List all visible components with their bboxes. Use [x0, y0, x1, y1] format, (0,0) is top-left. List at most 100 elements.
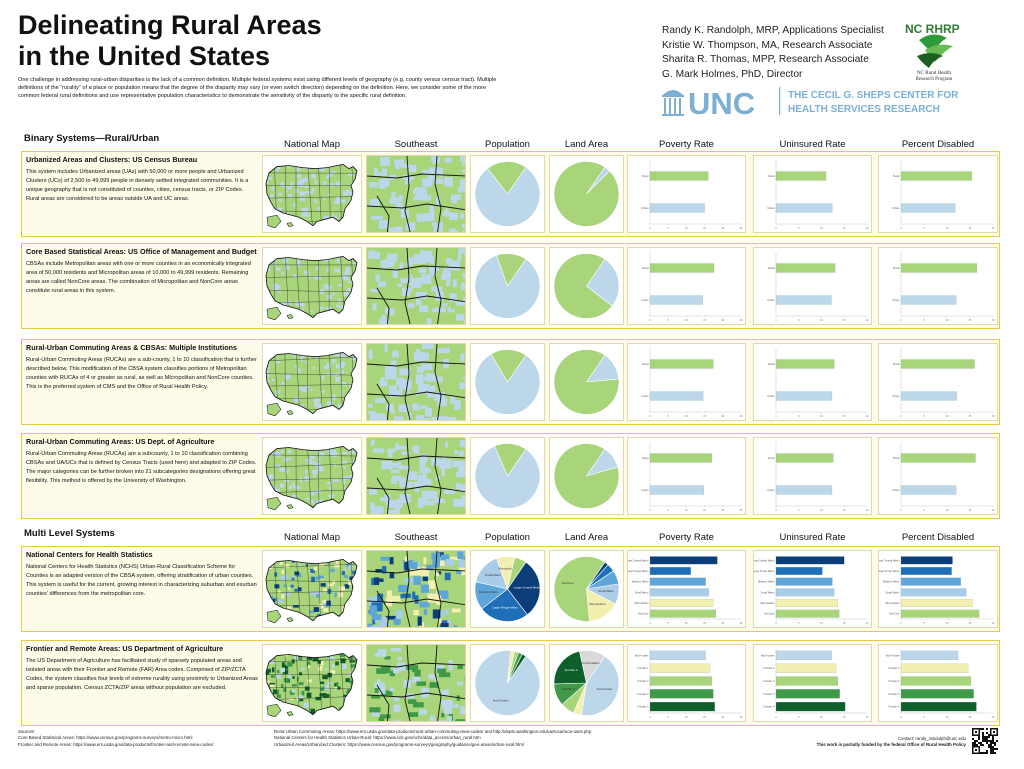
column-header-national-map: National Map: [284, 139, 340, 150]
nc-rhrp-sub1: NC Rural Health: [917, 71, 951, 76]
chart-r5-poverty-rate-bar-label-5: NonCore: [638, 612, 649, 616]
chart-r2-land-area-slice-1: [553, 253, 613, 319]
chart-r1-percent-disabled-tick-20: 20: [992, 227, 995, 230]
chart-r1-poverty-rate-bar-label-1: Urban: [641, 206, 649, 210]
chart-r2-uninsured-rate-bar-label-0: Rural: [768, 266, 775, 270]
row-description: Urbanized Areas and Clusters: US Census …: [26, 155, 258, 204]
chart-r6-poverty-rate-bar-1: [649, 663, 711, 673]
chart-r3-land-area: [550, 344, 623, 420]
source-nchs: National Centers for Health Statistics U…: [274, 735, 481, 741]
chart-r1-uninsured-rate-bar-label-1: Urban: [767, 206, 775, 210]
chart-r5-population-slice-label-1: Large Fringe Metro: [492, 605, 518, 609]
chart-r3-uninsured-rate-tick-5: 5: [798, 415, 800, 418]
chart-r6-percent-disabled-tick-5: 5: [923, 716, 925, 719]
chart-r1-uninsured-rate: 0 5 10 15 20 Rural Urban: [754, 156, 871, 232]
chart-r2-land-area: [550, 248, 623, 324]
chart-r2-percent-disabled-tick-15: 15: [969, 319, 972, 322]
definition-row-3: Rural-Urban Commuting Areas & CBSAs: Mul…: [21, 339, 1000, 425]
chart-r3-uninsured-rate-tick-10: 10: [820, 415, 823, 418]
chart-r2-poverty-rate-tick-25: 25: [740, 319, 743, 322]
chart-r4-poverty-rate-tick-15: 15: [703, 509, 706, 512]
chart-r6-percent-disabled-bar-2: [900, 676, 972, 686]
row-text: Rural-Urban Commuting Areas (RUCAs) are …: [26, 357, 257, 390]
contact-email: Contact: randy_randolph@unc.edu: [897, 736, 966, 741]
chart-r1-poverty-rate-bar-label-0: Rural: [642, 174, 649, 178]
chart-r5-poverty-rate-bar-label-1: Large Fringe Metro: [628, 569, 649, 573]
chart-r4-uninsured-rate-bar-1: [775, 485, 833, 495]
panel-land-area: [549, 155, 624, 233]
chart-r6-uninsured-rate-bar-1: [775, 663, 837, 673]
chart-r3-poverty-rate-bar-0: [649, 359, 714, 369]
row-description: Frontier and Remote Areas: US Department…: [26, 644, 258, 693]
chart-r6-percent-disabled-bar-label-3: Frontier 3: [888, 692, 900, 696]
old-well-icon: [662, 90, 684, 116]
source-ruca: Rural Urban Commuting Areas: https://www…: [274, 729, 592, 734]
panel-land-area: Not Frontier Frontier 3 Frontier 4 No Popul…: [549, 644, 624, 722]
column-header-percent-disabled: Percent Disabled: [901, 532, 975, 543]
chart-r3-land-area-slice-1: [553, 349, 620, 415]
author-3: Sharita R. Thomas, MPP, Research Associa…: [662, 54, 869, 66]
chart-r5-poverty-rate-tick-10: 10: [685, 622, 688, 625]
panel-land-area: [549, 437, 624, 515]
poster-title-line1: Delineating Rural Areas: [18, 10, 322, 40]
chart-r2-poverty-rate-tick-5: 5: [668, 319, 670, 322]
source-cbsa: Core Based Statistical Areas: https://ww…: [18, 735, 193, 741]
chart-r6-poverty-rate-bar-2: [649, 676, 712, 686]
chart-r6-uninsured-rate-bar-label-1: Frontier 1: [763, 666, 775, 670]
chart-r5-uninsured-rate-bar-5: [775, 609, 840, 618]
chart-r5-land-area-slice-label-3: Small Metro: [598, 589, 614, 593]
chart-r5-uninsured-rate-bar-4: [775, 599, 838, 607]
footer-sources-mid: Rural Urban Commuting Areas: https://www…: [274, 729, 744, 748]
chart-r6-land-area-slice-0: [580, 655, 620, 716]
chart-r2-uninsured-rate-tick-15: 15: [843, 319, 846, 322]
national-map: [263, 248, 361, 324]
chart-r6-uninsured-rate-bar-2: [775, 676, 838, 686]
chart-r6-uninsured-rate-bar-label-3: Frontier 3: [763, 692, 775, 696]
panel-population: [470, 343, 545, 421]
chart-r4-uninsured-rate-bar-label-0: Rural: [768, 456, 775, 460]
chart-r4-uninsured-rate-bar-0: [775, 453, 834, 463]
chart-r4-uninsured-rate-tick-5: 5: [798, 509, 800, 512]
chart-r6-percent-disabled-bar-3: [900, 689, 974, 699]
chart-r2-uninsured-rate-tick-5: 5: [798, 319, 800, 322]
chart-r6-uninsured-rate-bar-label-2: Frontier 2: [763, 679, 775, 683]
southeast-map: [367, 438, 465, 514]
chart-r1-poverty-rate-tick-0: 0: [649, 227, 651, 230]
chart-r6-poverty-rate-bar-label-2: Frontier 2: [637, 679, 649, 683]
chart-r3-percent-disabled-bar-1: [900, 391, 957, 401]
column-header-national-map: National Map: [284, 532, 340, 543]
poster-title: Delineating Rural Areas in the United St…: [18, 10, 438, 72]
chart-r3-percent-disabled-bar-label-0: Rural: [893, 362, 900, 366]
row-description: Rural-Urban Commuting Areas & CBSAs: Mul…: [26, 343, 258, 392]
chart-r3-uninsured-rate-tick-0: 0: [775, 415, 777, 418]
row-text: This system includes Urbanized areas (UA…: [26, 169, 249, 202]
panel-population: Not Frontier: [470, 644, 545, 722]
row-text: The US Department of Agriculture has fac…: [26, 658, 258, 691]
chart-r1-uninsured-rate-tick-20: 20: [866, 227, 869, 230]
definition-row-1: Urbanized Areas and Clusters: US Census …: [21, 151, 1000, 237]
chart-r6-land-area-slice-label-0: Not Frontier: [597, 687, 613, 691]
chart-r5-percent-disabled-tick-5: 5: [923, 622, 925, 625]
chart-r6-uninsured-rate-bar-4: [775, 701, 846, 712]
chart-r5-poverty-rate-bar-1: [649, 567, 691, 575]
panel-southeast: [366, 550, 466, 628]
chart-r2-poverty-rate-bar-label-0: Rural: [642, 266, 649, 270]
chart-r4-uninsured-rate-bar-label-1: Urban: [767, 488, 775, 492]
chart-r5-land-area: Small Metro Micropolitan NonCore: [550, 551, 623, 627]
chart-r4-poverty-rate-bar-0: [649, 453, 712, 463]
chart-r6-percent-disabled-bar-1: [900, 663, 969, 673]
panel-uninsured-rate: 0 5 10 15 20 Rural Urban: [753, 247, 872, 325]
section-binary-title: Binary Systems—Rural/Urban: [24, 133, 160, 144]
chart-r2-poverty-rate: 0 5 10 15 20 25 Rural Urban: [628, 248, 745, 324]
chart-r2-poverty-rate-bar-1: [649, 295, 703, 305]
chart-r4-percent-disabled-tick-20: 20: [992, 509, 995, 512]
chart-r4-percent-disabled-bar-0: [900, 453, 976, 463]
panel-southeast: [366, 155, 466, 233]
chart-r1-population-slice-1: [487, 161, 527, 195]
column-header-uninsured-rate: Uninsured Rate: [779, 532, 846, 543]
chart-r6-land-area-slice-label-3: Frontier 3: [562, 687, 575, 691]
chart-r2-poverty-rate-tick-20: 20: [721, 319, 724, 322]
chart-r4-poverty-rate-bar-label-1: Urban: [641, 488, 649, 492]
panel-southeast: [366, 343, 466, 421]
chart-r3-percent-disabled-bar-label-1: Urban: [892, 394, 900, 398]
